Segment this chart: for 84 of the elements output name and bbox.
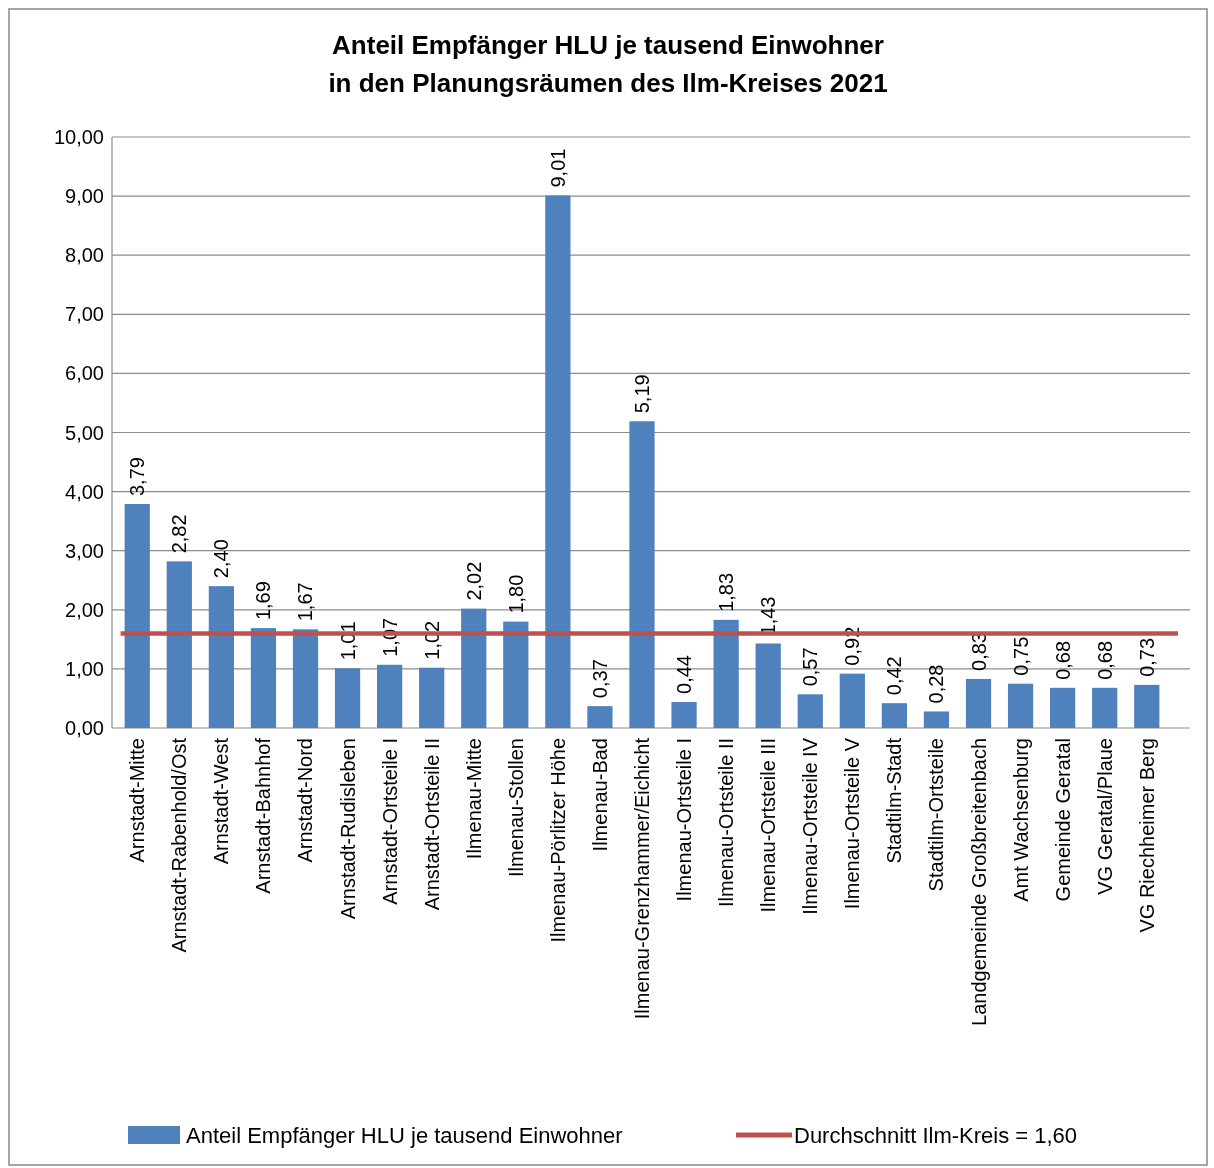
bar bbox=[965, 678, 992, 728]
x-tick-label: Arnstadt-Rabenhold/Ost bbox=[168, 737, 191, 953]
data-label: 0,37 bbox=[588, 659, 611, 699]
data-label: 2,40 bbox=[210, 539, 233, 579]
chart-title: Anteil Empfänger HLU je tausend Einwohner in den Planungsräumen des Ilm-Kreises 2021 bbox=[328, 30, 888, 98]
y-tick-label: 6,00 bbox=[65, 362, 104, 385]
bar bbox=[839, 673, 865, 728]
bar bbox=[503, 621, 529, 728]
x-tick-label: Ilmenau-Ortsteile III bbox=[757, 738, 780, 913]
legend-label: Anteil Empfänger HLU je tausend Einwohner bbox=[186, 1123, 623, 1148]
y-tick-label: 9,00 bbox=[65, 185, 104, 208]
data-label: 9,01 bbox=[546, 148, 569, 188]
bar bbox=[461, 608, 487, 728]
x-tick-label: Arnstadt-Ortsteile I bbox=[378, 738, 401, 905]
bar bbox=[1050, 687, 1076, 728]
y-tick-label: 8,00 bbox=[65, 244, 104, 267]
x-tick-label: VG Geratal/Plaue bbox=[1093, 738, 1116, 895]
x-tick-label: Ilmenau-Ortsteile IV bbox=[799, 737, 822, 915]
x-tick-label: Arnstadt-Ortsteile II bbox=[420, 738, 443, 911]
y-tick-label: 1,00 bbox=[65, 657, 104, 680]
x-tick-label: Stadtilm-Ortsteile bbox=[925, 738, 948, 892]
bar bbox=[250, 628, 277, 728]
bar bbox=[1134, 684, 1160, 728]
y-tick-label: 2,00 bbox=[65, 598, 104, 621]
x-tick-label: Ilmenau-Ortsteile V bbox=[841, 737, 864, 910]
data-label: 5,19 bbox=[631, 374, 653, 414]
data-label: 0,57 bbox=[799, 647, 822, 687]
bar bbox=[881, 703, 907, 728]
x-tick-label: Ilmenau-Mitte bbox=[462, 738, 485, 860]
bar bbox=[292, 629, 319, 728]
x-tick-label: Arnstadt-Nord bbox=[294, 738, 317, 863]
data-label: 0,75 bbox=[1009, 636, 1032, 676]
x-tick-label: Ilmenau-Ortsteile II bbox=[715, 738, 738, 907]
data-label: 0,68 bbox=[1093, 640, 1116, 680]
x-tick-label: Arnstadt-West bbox=[210, 737, 233, 865]
y-tick-label: 3,00 bbox=[65, 539, 104, 562]
bar bbox=[797, 694, 823, 728]
bar bbox=[671, 702, 697, 728]
y-tick-label: 4,00 bbox=[65, 480, 104, 503]
x-tick-label: Arnstadt-Rudisleben bbox=[336, 738, 359, 920]
x-tick-label: Amt Wachsenburg bbox=[1009, 738, 1032, 902]
x-tick-label: Ilmenau-Grenzhammer/Eichicht bbox=[631, 737, 653, 1020]
data-label: 3,79 bbox=[126, 457, 149, 497]
data-label: 1,69 bbox=[252, 581, 275, 621]
x-tick-label: Arnstadt-Bahnhof bbox=[252, 737, 275, 894]
y-tick-label: 10,00 bbox=[53, 126, 104, 148]
bar bbox=[419, 667, 445, 728]
bar bbox=[208, 586, 234, 728]
bar bbox=[166, 561, 192, 728]
x-tick-label: Arnstadt-Mitte bbox=[126, 738, 149, 863]
bar bbox=[755, 643, 781, 728]
x-tick-label: Ilmenau-Ortsteile I bbox=[673, 738, 696, 902]
x-tick-label: Stadtilm-Stadt bbox=[883, 737, 906, 864]
data-label: 1,83 bbox=[715, 572, 738, 612]
data-label: 2,82 bbox=[168, 514, 191, 554]
x-tick-label: Ilmenau-Pörlitzer Höhe bbox=[546, 738, 569, 943]
x-tick-label: Ilmenau-Bad bbox=[588, 738, 611, 852]
x-tick-label: Gemeinde Geratal bbox=[1051, 738, 1074, 902]
bar bbox=[1092, 687, 1118, 728]
data-label: 0,44 bbox=[673, 655, 696, 694]
bar bbox=[587, 706, 613, 728]
data-label: 0,42 bbox=[883, 656, 906, 696]
bar bbox=[124, 504, 150, 728]
y-tick-label: 0,00 bbox=[65, 717, 104, 739]
data-label: 2,02 bbox=[462, 561, 485, 601]
data-label: 1,67 bbox=[294, 582, 317, 622]
data-label: 1,80 bbox=[504, 574, 527, 614]
bar bbox=[1007, 683, 1034, 728]
bar bbox=[545, 195, 571, 728]
data-label: 0,28 bbox=[925, 664, 948, 704]
x-tick-label: VG Riechheimer Berg bbox=[1135, 738, 1158, 933]
y-tick-label: 7,00 bbox=[65, 303, 104, 326]
data-label: 0,73 bbox=[1135, 637, 1158, 677]
bar bbox=[923, 711, 950, 728]
x-tick-label: Ilmenau-Stollen bbox=[504, 738, 527, 877]
bar bbox=[377, 664, 403, 728]
data-label: 0,68 bbox=[1051, 640, 1074, 680]
y-tick-label: 5,00 bbox=[65, 421, 104, 444]
bar bbox=[334, 668, 361, 728]
bar bbox=[629, 421, 655, 728]
x-tick-label: Landgemeinde Großbreitenbach bbox=[967, 738, 990, 1026]
bar bbox=[713, 619, 739, 728]
legend-label: Durchschnitt Ilm-Kreis = 1,60 bbox=[794, 1123, 1078, 1148]
data-label: 1,43 bbox=[757, 596, 780, 636]
